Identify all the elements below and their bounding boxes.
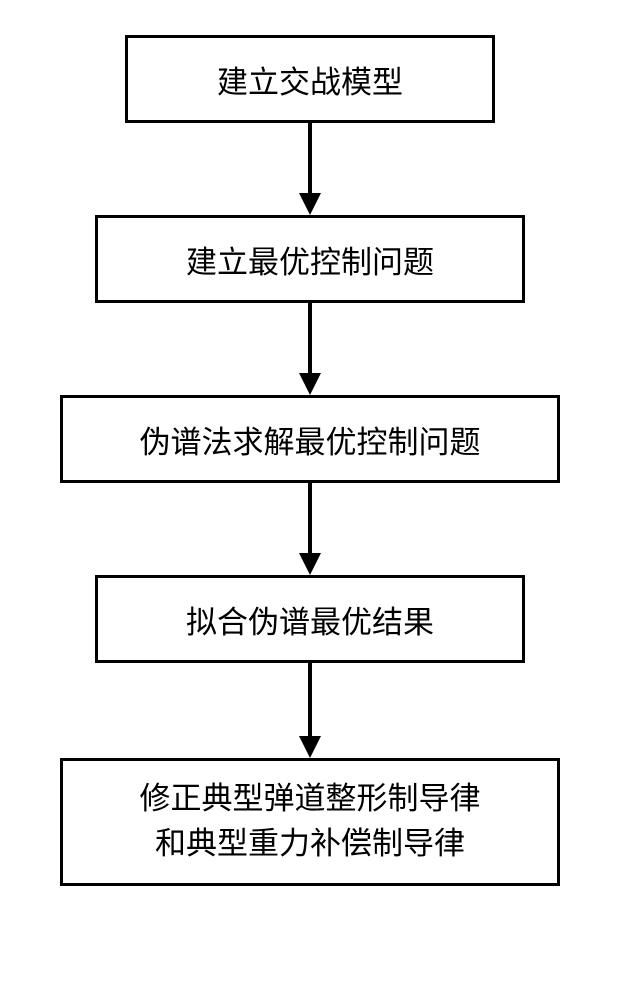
flow-node-4: 拟合伪谱最优结果: [95, 575, 525, 663]
flow-node-3-label: 伪谱法求解最优控制问题: [140, 417, 481, 462]
flow-arrow-3-head: [299, 553, 321, 575]
flow-node-3: 伪谱法求解最优控制问题: [60, 395, 560, 483]
flow-node-2-label: 建立最优控制问题: [186, 237, 434, 282]
flowchart-canvas: 建立交战模型 建立最优控制问题 伪谱法求解最优控制问题 拟合伪谱最优结果 修正典…: [0, 0, 622, 1000]
flow-arrow-3-line: [308, 483, 312, 553]
flow-node-1-label: 建立交战模型: [217, 57, 403, 102]
flow-node-2: 建立最优控制问题: [95, 215, 525, 303]
flow-arrow-4-head: [299, 736, 321, 758]
flow-arrow-2-line: [308, 303, 312, 373]
flow-node-4-label: 拟合伪谱最优结果: [186, 597, 434, 642]
flow-node-5: 修正典型弹道整形制导律 和典型重力补偿制导律: [60, 758, 560, 886]
flow-node-5-label: 修正典型弹道整形制导律 和典型重力补偿制导律: [140, 777, 481, 867]
flow-arrow-1-line: [308, 123, 312, 193]
flow-arrow-1-head: [299, 193, 321, 215]
flow-arrow-2-head: [299, 373, 321, 395]
flow-node-1: 建立交战模型: [125, 35, 495, 123]
flow-arrow-4-line: [308, 663, 312, 736]
